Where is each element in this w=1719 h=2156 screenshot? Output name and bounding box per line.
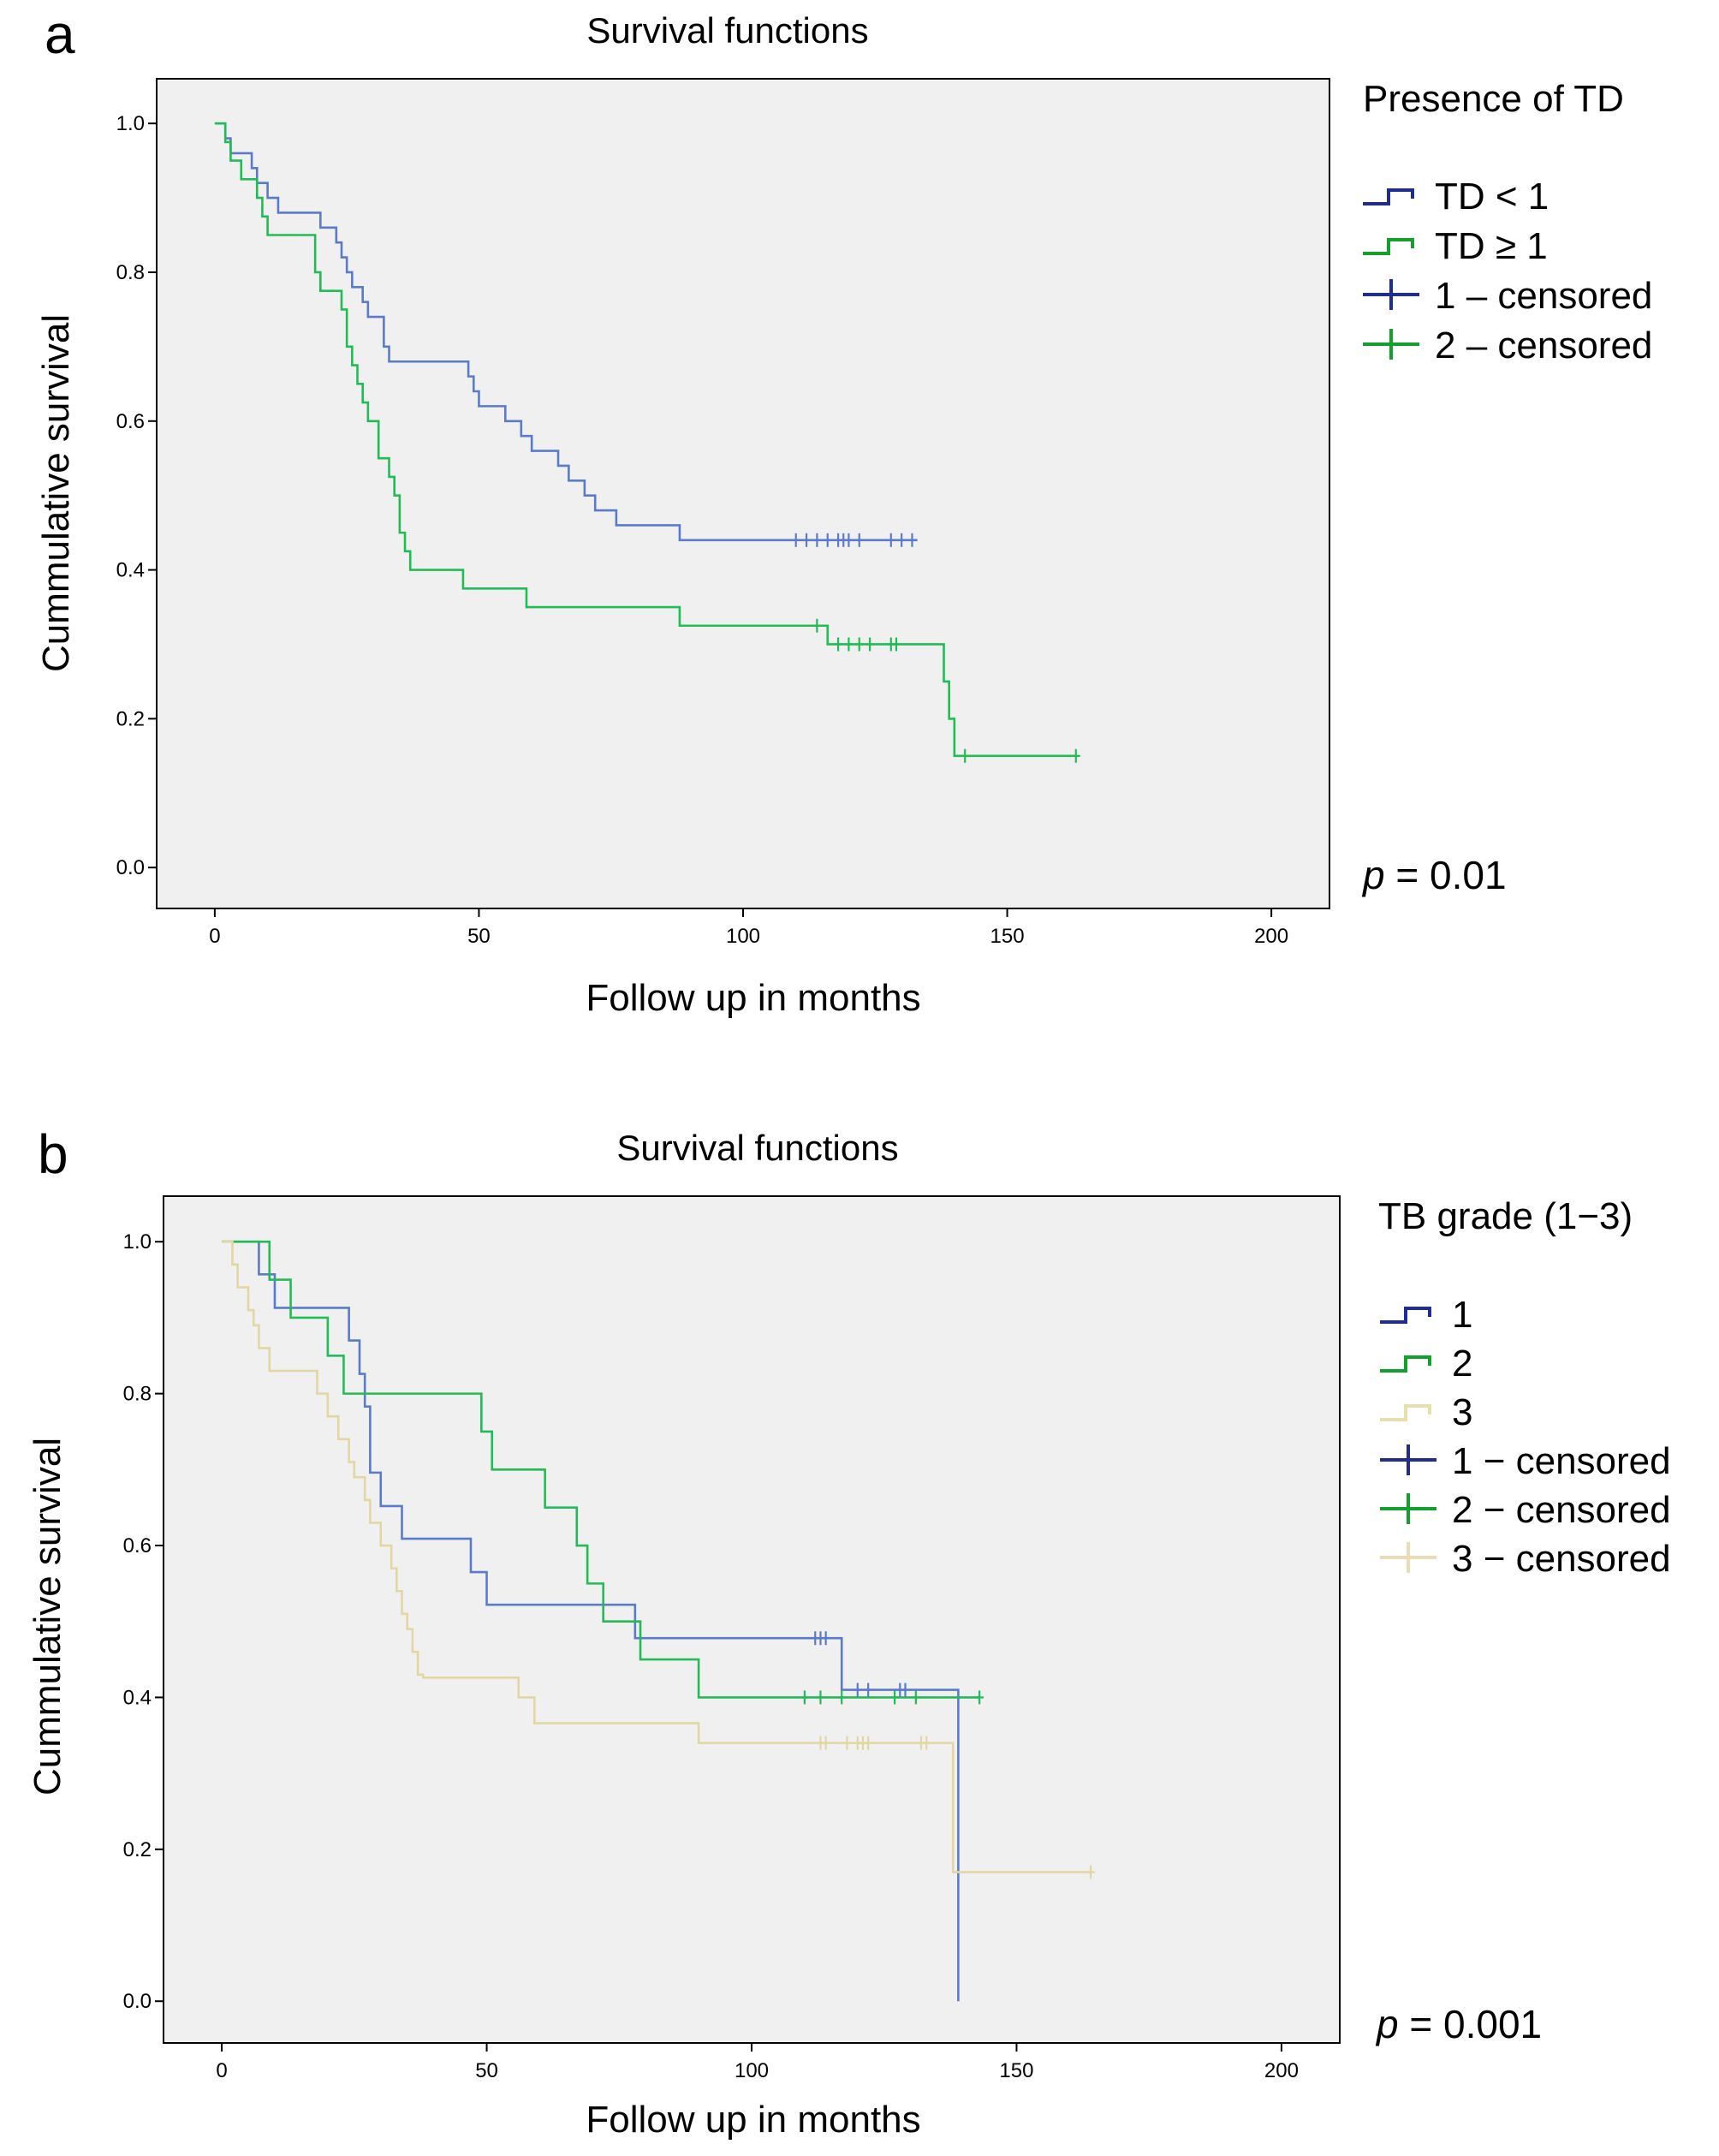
x-tick-label: 150 bbox=[999, 2059, 1033, 2082]
legend-step-swatch bbox=[1380, 1307, 1431, 1324]
p-number-a: = 0.01 bbox=[1385, 853, 1507, 897]
y-axis-label-b: Cummulative survival bbox=[27, 1438, 68, 1796]
legend-title-b: TB grade (1−3) bbox=[1378, 1195, 1633, 1237]
legend-label: 2 bbox=[1452, 1343, 1472, 1385]
panel-b: b Survival functions 0.00.20.40.60.81.0 … bbox=[27, 1123, 1671, 2141]
legend-label: 3 bbox=[1452, 1391, 1472, 1433]
legend-label: TD < 1 bbox=[1435, 176, 1549, 217]
legend-b: 1 2 3 1 − censored 2 − censored 3 − censored bbox=[1380, 1294, 1671, 1580]
survival-curve-3 bbox=[222, 1240, 1091, 1873]
y-axis-label-a: Cummulative survival bbox=[35, 314, 77, 672]
x-tick-label: 200 bbox=[1254, 925, 1288, 948]
survival-curve-1 bbox=[222, 1240, 960, 2002]
y-tick-label: 1.0 bbox=[116, 112, 145, 135]
legend-label: 3 − censored bbox=[1452, 1538, 1671, 1580]
plot-area-b bbox=[163, 1195, 1341, 2044]
legend-step-swatch bbox=[1380, 1355, 1431, 1373]
x-axis-label-b: Follow up in months bbox=[586, 2099, 920, 2141]
y-tick-label: 0.4 bbox=[116, 559, 145, 582]
legend-step-swatch bbox=[1363, 188, 1414, 205]
y-tick-label: 0.6 bbox=[123, 1534, 152, 1557]
chart-title-b: Survival functions bbox=[616, 1128, 898, 1168]
p-symbol-b: p bbox=[1375, 2002, 1399, 2046]
panel-a: a Survival functions 0.00.20.40.60.81.0 … bbox=[35, 3, 1652, 1019]
survival-curve-TD ≥ 1 bbox=[214, 122, 1076, 758]
legend-label: 1 − censored bbox=[1452, 1440, 1671, 1482]
legend-label: TD ≥ 1 bbox=[1435, 225, 1548, 267]
y-tick-label: 0.2 bbox=[116, 707, 145, 730]
survival-curve-TD < 1 bbox=[214, 122, 918, 542]
y-tick-label: 0.8 bbox=[123, 1383, 152, 1406]
y-tick-label: 1.0 bbox=[123, 1230, 152, 1254]
p-value-b: p = 0.001 bbox=[1375, 2002, 1542, 2046]
p-symbol-a: p bbox=[1361, 853, 1385, 897]
legend-step-swatch bbox=[1363, 238, 1414, 255]
panel-letter-a: a bbox=[45, 3, 75, 65]
x-axis-b: 0 50 100 150 200 bbox=[216, 2043, 1299, 2082]
survival-curve-2 bbox=[222, 1240, 980, 1699]
y-tick-label: 0.6 bbox=[116, 410, 145, 433]
series-group-b bbox=[222, 1240, 1096, 2002]
x-tick-label: 50 bbox=[467, 925, 491, 948]
x-tick-label: 200 bbox=[1264, 2059, 1299, 2082]
y-tick-label: 0.0 bbox=[123, 1990, 152, 2013]
legend-step-swatch bbox=[1380, 1404, 1431, 1421]
y-tick-label: 0.0 bbox=[116, 856, 145, 879]
chart-title-a: Survival functions bbox=[586, 10, 868, 51]
x-tick-label: 100 bbox=[726, 925, 760, 948]
x-tick-label: 50 bbox=[475, 2059, 498, 2082]
legend-a: TD < 1 TD ≥ 1 1 – censored 2 – censored bbox=[1363, 176, 1652, 366]
x-tick-label: 150 bbox=[990, 925, 1025, 948]
x-axis-label-a: Follow up in months bbox=[586, 977, 920, 1019]
x-tick-label: 100 bbox=[735, 2059, 769, 2082]
plot-area-a bbox=[156, 78, 1330, 909]
x-axis-a: 0 50 100 150 200 bbox=[209, 908, 1288, 948]
x-tick-label: 0 bbox=[216, 2059, 227, 2082]
y-tick-label: 0.4 bbox=[123, 1686, 152, 1709]
y-axis-b: 0.0 0.2 0.4 0.6 0.8 1.0 bbox=[123, 1230, 164, 2013]
legend-label: 1 – censored bbox=[1435, 275, 1652, 317]
legend-label: 2 – censored bbox=[1435, 325, 1652, 366]
y-axis-a: 0.0 0.2 0.4 0.6 0.8 1.0 bbox=[116, 112, 157, 879]
p-number-b: = 0.001 bbox=[1399, 2002, 1543, 2046]
panel-letter-b: b bbox=[38, 1123, 68, 1185]
p-value-a: p = 0.01 bbox=[1361, 853, 1507, 897]
y-tick-label: 0.2 bbox=[123, 1838, 152, 1861]
legend-title-a: Presence of TD bbox=[1363, 78, 1624, 120]
series-group-a bbox=[214, 122, 1080, 763]
y-tick-label: 0.8 bbox=[116, 261, 145, 284]
x-tick-label: 0 bbox=[209, 925, 220, 948]
legend-label: 1 bbox=[1452, 1294, 1472, 1336]
legend-label: 2 − censored bbox=[1452, 1489, 1671, 1531]
